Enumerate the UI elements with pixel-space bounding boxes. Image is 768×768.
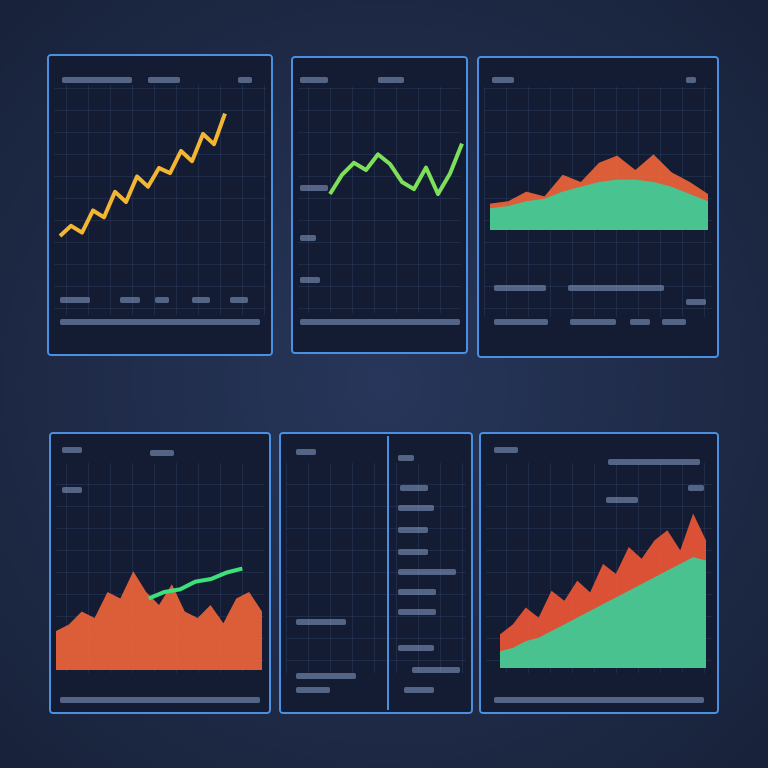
text-blur <box>230 297 248 303</box>
text-blur <box>296 619 346 625</box>
text-blur <box>398 589 436 595</box>
text-blur <box>62 487 82 493</box>
panel <box>49 432 271 714</box>
text-blur <box>150 450 174 456</box>
text-blur <box>296 449 316 455</box>
text-blur <box>378 77 404 83</box>
panel-grid <box>286 463 466 673</box>
text-blur <box>400 485 428 491</box>
text-blur <box>686 299 706 305</box>
panel-grid <box>54 85 266 315</box>
text-blur <box>398 455 414 461</box>
text-blur <box>398 569 456 575</box>
text-blur <box>686 77 696 83</box>
text-blur <box>192 297 210 303</box>
text-blur <box>412 667 460 673</box>
text-blur <box>300 235 316 241</box>
text-blur <box>300 77 328 83</box>
text-blur <box>120 297 140 303</box>
line <box>58 112 227 238</box>
text-blur <box>568 285 664 291</box>
line <box>147 566 243 601</box>
text-blur <box>494 447 518 453</box>
line <box>328 142 464 196</box>
text-blur <box>398 609 436 615</box>
panel <box>47 54 273 356</box>
area <box>500 557 706 668</box>
text-blur <box>608 459 700 465</box>
panel <box>279 432 473 714</box>
text-blur <box>404 687 434 693</box>
text-blur <box>238 77 252 83</box>
text-blur <box>398 505 434 511</box>
panel <box>477 56 719 358</box>
text-blur <box>398 645 434 651</box>
text-blur <box>494 319 548 325</box>
text-blur <box>60 297 90 303</box>
text-blur <box>606 497 638 503</box>
text-blur <box>570 319 616 325</box>
area <box>56 571 262 670</box>
text-blur <box>148 77 180 83</box>
text-blur <box>62 77 132 83</box>
text-blur <box>688 485 704 491</box>
text-blur <box>492 77 514 83</box>
text-blur <box>662 319 686 325</box>
panel <box>479 432 719 714</box>
text-blur <box>398 549 428 555</box>
text-blur <box>630 319 650 325</box>
text-blur <box>296 687 330 693</box>
text-blur <box>494 285 546 291</box>
text-blur <box>494 697 704 703</box>
area <box>490 179 708 230</box>
panels <box>47 54 719 714</box>
text-blur <box>296 673 356 679</box>
text-blur <box>60 697 260 703</box>
text-blur <box>398 527 428 533</box>
text-blur <box>62 447 82 453</box>
text-blur <box>60 319 260 325</box>
text-blur <box>300 277 320 283</box>
text-blur <box>300 319 460 325</box>
text-blur <box>155 297 169 303</box>
text-blur <box>300 185 328 191</box>
panel-grid <box>298 87 461 313</box>
panel <box>291 56 468 354</box>
